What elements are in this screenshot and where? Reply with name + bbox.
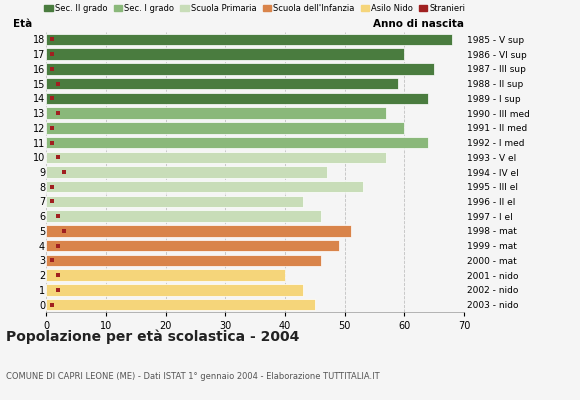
Bar [46,270,285,281]
Bar [46,181,362,192]
Bar [46,122,404,134]
Bar [46,34,452,45]
Bar [46,137,428,148]
Bar [46,63,434,74]
Bar [46,166,327,178]
Bar [46,299,315,310]
Text: Popolazione per età scolastica - 2004: Popolazione per età scolastica - 2004 [6,330,299,344]
Bar [46,92,428,104]
Text: Anno di nascita: Anno di nascita [373,19,464,29]
Bar [46,107,386,119]
Bar [46,152,386,163]
Text: Età: Età [13,19,32,29]
Legend: Sec. II grado, Sec. I grado, Scuola Primaria, Scuola dell'Infanzia, Asilo Nido, : Sec. II grado, Sec. I grado, Scuola Prim… [45,4,466,13]
Bar [46,48,404,60]
Bar [46,255,321,266]
Bar [46,225,351,237]
Bar [46,284,303,296]
Bar [46,240,339,252]
Bar [46,196,303,207]
Bar [46,210,321,222]
Text: COMUNE DI CAPRI LEONE (ME) - Dati ISTAT 1° gennaio 2004 - Elaborazione TUTTITALI: COMUNE DI CAPRI LEONE (ME) - Dati ISTAT … [6,372,379,381]
Bar [46,78,398,89]
